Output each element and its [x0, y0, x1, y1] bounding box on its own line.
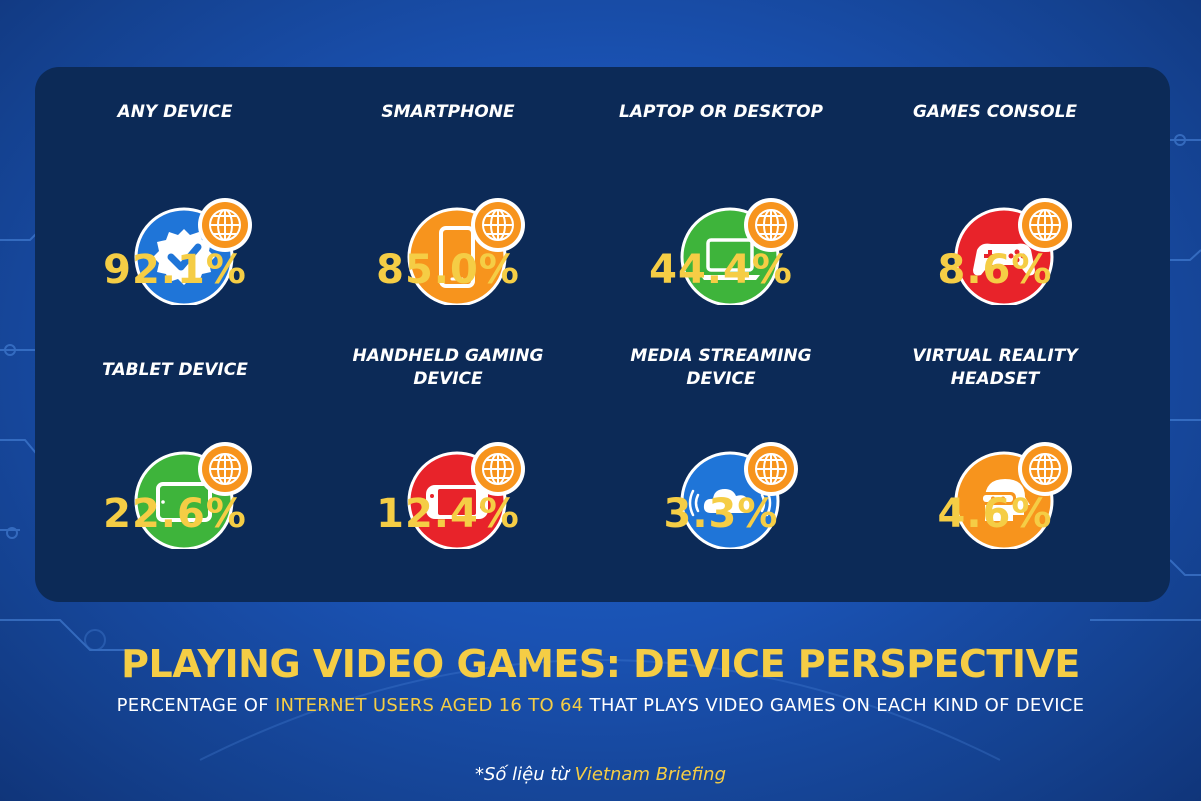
chart-subtitle: PERCENTAGE OF INTERNET USERS AGED 16 TO … — [0, 695, 1201, 716]
verified-badge-icon — [134, 198, 252, 305]
subtitle-text: PERCENTAGE OF — [116, 695, 275, 716]
globe-badge-icon — [198, 198, 252, 252]
globe-badge-icon — [471, 442, 525, 496]
device-percentage: 8.6% — [937, 247, 1053, 293]
device-percentage: 44.4% — [649, 247, 793, 293]
vr-headset-icon — [954, 442, 1072, 549]
source-prefix: *Số liệu từ — [475, 764, 575, 785]
device-label: ANY DEVICE — [117, 102, 233, 122]
globe-badge-icon — [744, 442, 798, 496]
globe-badge-icon — [1018, 442, 1072, 496]
laptop-icon — [680, 198, 798, 305]
device-percentage: 3.3% — [663, 491, 779, 537]
smartphone-icon — [407, 198, 525, 305]
device-label: VIRTUAL REALITY HEADSET — [912, 346, 1078, 389]
cloud-streaming-icon — [680, 442, 798, 549]
device-label: MEDIA STREAMING DEVICE — [630, 346, 812, 389]
device-label: HANDHELD GAMING DEVICE — [352, 346, 544, 389]
subtitle-text: THAT PLAYS VIDEO GAMES ON EACH KIND OF D… — [583, 695, 1085, 716]
device-label: SMARTPHONE — [381, 102, 515, 122]
device-label: GAMES CONSOLE — [912, 102, 1078, 122]
device-label: LAPTOP OR DESKTOP — [619, 102, 823, 122]
globe-badge-icon — [198, 442, 252, 496]
subtitle-highlight: INTERNET USERS AGED 16 TO 64 — [274, 695, 584, 716]
globe-badge-icon — [1018, 198, 1072, 252]
device-label: TABLET DEVICE — [102, 360, 248, 380]
device-percentage: 92.1% — [103, 247, 247, 293]
device-percentage: 4.6% — [937, 491, 1053, 537]
globe-badge-icon — [744, 198, 798, 252]
chart-title: PLAYING VIDEO GAMES: DEVICE PERSPECTIVE — [121, 642, 1080, 686]
device-percentage: 22.6% — [103, 491, 247, 537]
stats-panel: ANY DEVICE 92.1% SMARTPHONE — [35, 67, 1170, 602]
device-percentage: 85.0% — [376, 247, 520, 293]
handheld-console-icon — [407, 442, 525, 549]
source-name: Vietnam Briefing — [574, 764, 726, 785]
source-note: *Số liệu từ Vietnam Briefing — [0, 764, 1201, 785]
tablet-icon — [134, 442, 252, 549]
device-percentage: 12.4% — [376, 491, 520, 537]
globe-badge-icon — [471, 198, 525, 252]
gamepad-icon — [954, 198, 1072, 305]
